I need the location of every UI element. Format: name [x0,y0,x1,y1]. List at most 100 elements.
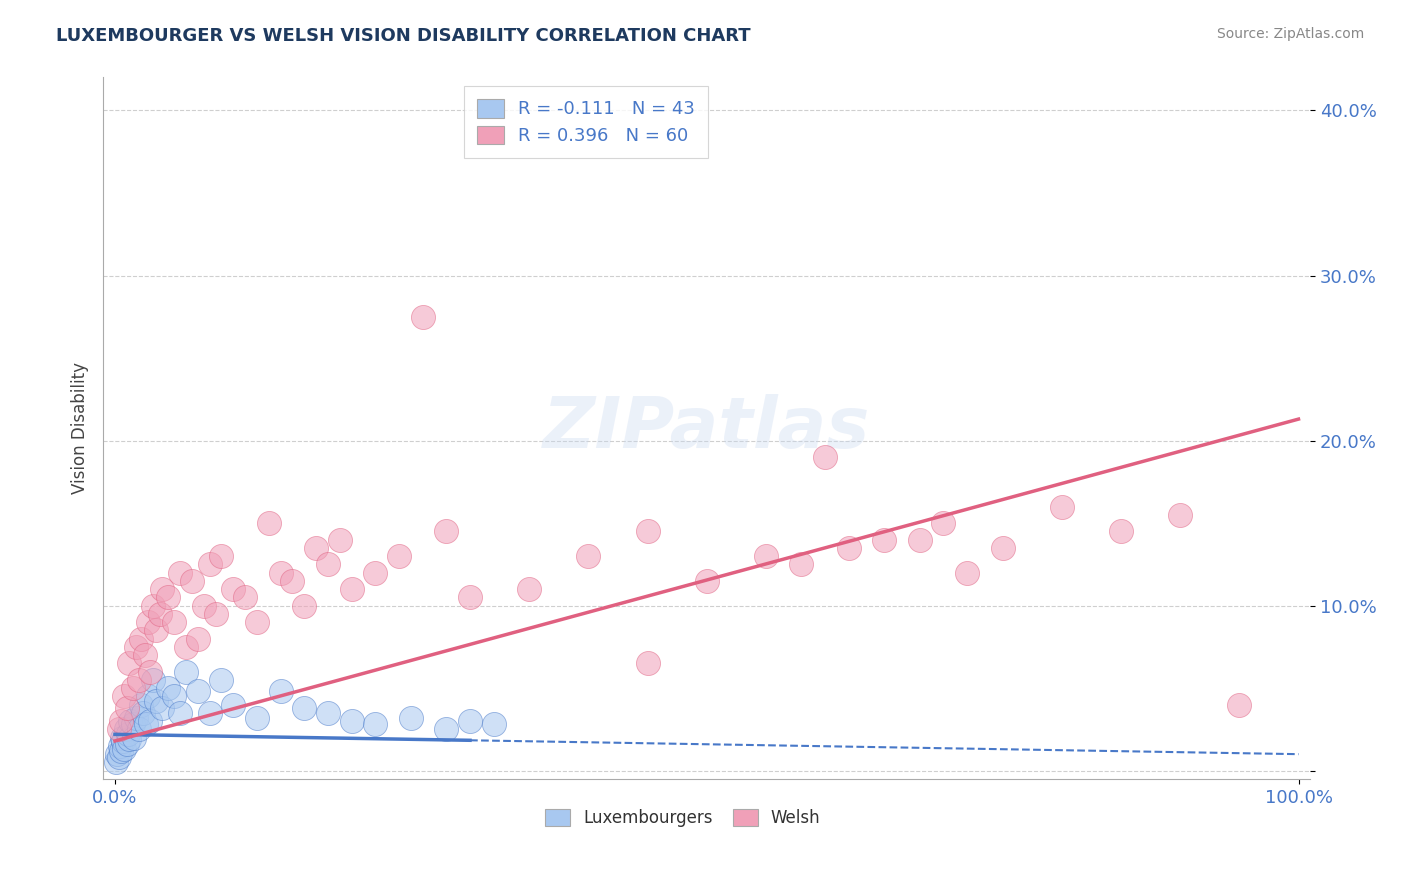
Point [458,714,481,728]
Point [120,714,142,728]
Point [105,756,128,770]
Point [233,591,256,605]
Point [134,648,156,662]
Point [150,582,173,596]
Point [755,549,778,563]
Point [136,690,159,704]
Point [114,723,136,737]
Point [135,717,157,731]
Point [1227,698,1250,712]
Point [136,615,159,629]
Point [637,524,659,539]
Point [204,607,226,621]
Point [128,673,150,687]
Point [1168,508,1191,522]
Point [142,599,165,613]
Text: Source: ZipAtlas.com: Source: ZipAtlas.com [1216,27,1364,41]
Point [316,706,339,720]
Point [169,566,191,580]
Point [110,714,132,728]
Point [458,591,481,605]
Point [364,717,387,731]
Point [145,624,167,638]
Point [118,657,141,671]
Text: ZIPatlas: ZIPatlas [543,393,870,463]
Point [180,574,202,588]
Point [838,541,860,555]
Legend: Luxembourgers, Welsh: Luxembourgers, Welsh [538,802,827,834]
Point [122,731,145,745]
Point [187,632,209,646]
Point [790,558,813,572]
Point [696,574,718,588]
Point [145,694,167,708]
Point [211,549,233,563]
Point [340,714,363,728]
Point [305,541,328,555]
Point [149,607,172,621]
Point [434,524,457,539]
Point [115,701,138,715]
Point [111,731,134,745]
Point [150,701,173,715]
Point [1050,500,1073,514]
Point [576,549,599,563]
Point [125,711,148,725]
Point [121,717,143,731]
Point [814,450,837,464]
Point [198,558,221,572]
Point [132,706,155,720]
Point [112,734,135,748]
Point [292,599,315,613]
Point [121,681,143,695]
Point [292,701,315,715]
Point [105,747,128,761]
Point [222,582,245,596]
Point [246,711,269,725]
Point [114,742,136,756]
Point [157,591,180,605]
Point [125,640,148,654]
Point [157,681,180,695]
Point [956,566,979,580]
Y-axis label: Vision Disability: Vision Disability [72,362,89,494]
Point [316,558,339,572]
Point [128,723,150,737]
Point [637,657,659,671]
Point [329,533,352,547]
Point [163,615,186,629]
Point [139,665,162,679]
Point [1109,524,1132,539]
Point [412,310,434,324]
Point [142,673,165,687]
Point [114,690,136,704]
Point [257,516,280,530]
Point [211,673,233,687]
Point [908,533,931,547]
Point [399,711,422,725]
Point [270,566,292,580]
Point [174,640,197,654]
Point [932,516,955,530]
Point [281,574,304,588]
Point [110,744,132,758]
Point [129,698,152,712]
Point [187,684,209,698]
Point [991,541,1014,555]
Point [364,566,387,580]
Point [117,727,139,741]
Point [163,690,186,704]
Point [873,533,896,547]
Point [270,684,292,698]
Point [482,717,505,731]
Point [222,698,245,712]
Point [174,665,197,679]
Point [169,706,191,720]
Point [129,632,152,646]
Point [139,714,162,728]
Text: LUXEMBOURGER VS WELSH VISION DISABILITY CORRELATION CHART: LUXEMBOURGER VS WELSH VISION DISABILITY … [56,27,751,45]
Point [118,732,141,747]
Point [246,615,269,629]
Point [434,723,457,737]
Point [108,739,131,753]
